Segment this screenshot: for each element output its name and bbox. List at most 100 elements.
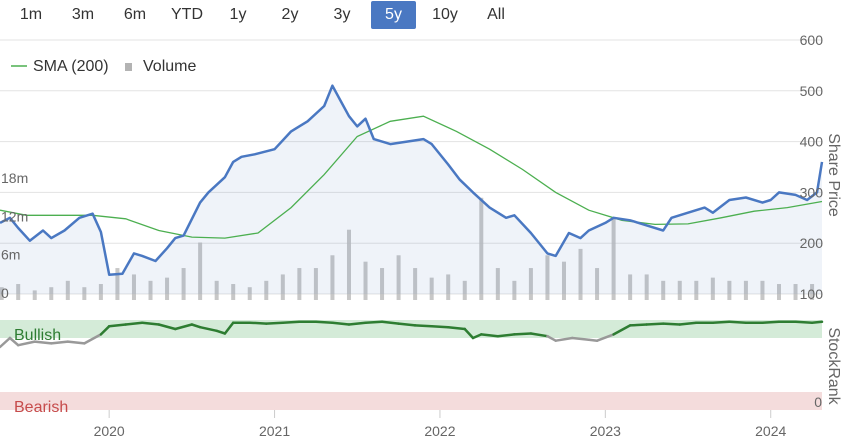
stockrank-line-segment xyxy=(529,332,549,338)
volume-axis-tick-label: 6m xyxy=(1,247,20,263)
stockrank-line-segment xyxy=(480,333,500,338)
stockrank-line-segment xyxy=(215,329,227,335)
volume-bar xyxy=(710,277,715,300)
bearish-zone-label: Bearish xyxy=(14,399,68,416)
volume-bar xyxy=(429,277,434,300)
price-area-fill xyxy=(0,85,822,294)
volume-legend-label[interactable]: Volume xyxy=(143,58,196,75)
stockrank-line-segment xyxy=(50,340,70,345)
stockrank-line-segment xyxy=(174,323,194,331)
volume-bar xyxy=(280,274,285,300)
range-button-2y[interactable]: 2y xyxy=(281,6,299,23)
stockrank-line-segment xyxy=(794,320,814,324)
volume-bar xyxy=(115,268,120,300)
stockrank-line-segment xyxy=(107,323,127,328)
stockrank-line-segment xyxy=(612,324,632,336)
range-selector: 1m 3m 6m YTD 1y 2y 3y 5y 10y All xyxy=(0,0,530,32)
volume-bar xyxy=(131,274,136,300)
stockrank-line-segment xyxy=(124,321,144,326)
volume-bar xyxy=(346,229,351,300)
stockrank-line-segment xyxy=(471,333,483,340)
stockrank-line-segment xyxy=(711,320,731,324)
volume-bar xyxy=(65,280,70,300)
x-axis-tick-label: 2020 xyxy=(94,423,125,436)
volume-bar xyxy=(628,274,633,300)
stockrank-line-segment xyxy=(331,321,351,326)
stockrank-line-segment xyxy=(554,336,574,342)
volume-bar xyxy=(810,284,815,300)
range-button-1m[interactable]: 1m xyxy=(19,6,43,23)
volume-axis-tick-label: 0 xyxy=(1,285,9,301)
volume-bar xyxy=(49,287,54,300)
volume-bar xyxy=(512,280,517,300)
volume-bar xyxy=(611,216,616,300)
volume-bar xyxy=(578,248,583,300)
stockrank-line-segment xyxy=(223,321,235,335)
volume-axis-tick-label: 12m xyxy=(1,208,28,224)
volume-bar xyxy=(148,280,153,300)
stockrank-line-segment xyxy=(761,320,781,324)
volume-legend-swatch xyxy=(125,63,132,71)
volume-bar xyxy=(214,280,219,300)
range-button-3y[interactable]: 3y xyxy=(333,6,351,23)
volume-bar xyxy=(0,287,4,300)
volume-bar xyxy=(198,242,203,300)
volume-bar xyxy=(694,280,699,300)
stockrank-line-segment xyxy=(66,340,86,345)
volume-bar xyxy=(297,268,302,300)
volume-bar xyxy=(760,280,765,300)
volume-bar xyxy=(545,255,550,300)
stockrank-line-segment xyxy=(364,320,384,324)
volume-bar xyxy=(776,284,781,300)
sma-200-line xyxy=(0,115,823,239)
sma-legend-label[interactable]: SMA (200) xyxy=(33,58,109,75)
volume-bar xyxy=(330,255,335,300)
range-button-10y[interactable]: 10y xyxy=(432,6,458,23)
range-button-3m[interactable]: 3m xyxy=(71,6,95,23)
stockrank-line-segment xyxy=(198,325,218,333)
range-button-all[interactable]: All xyxy=(487,6,505,23)
volume-bar xyxy=(644,274,649,300)
stockrank-line-segment xyxy=(265,321,285,325)
range-button-1y[interactable]: 1y xyxy=(229,6,247,23)
volume-bar xyxy=(396,255,401,300)
range-button-ytd[interactable]: YTD xyxy=(171,6,203,23)
volume-bar xyxy=(264,280,269,300)
volume-bar xyxy=(380,268,385,300)
volume-bar xyxy=(677,280,682,300)
volume-bar xyxy=(98,284,103,300)
volume-bar xyxy=(32,290,37,300)
x-axis-tick-label: 2024 xyxy=(755,423,786,436)
volume-bar xyxy=(793,284,798,300)
volume-bar xyxy=(661,280,666,300)
range-button-6m[interactable]: 6m xyxy=(123,6,147,23)
price-axis-tick-label: 200 xyxy=(800,235,824,251)
volume-bar xyxy=(743,280,748,300)
stockrank-line-segment xyxy=(190,323,202,329)
stockrank-line-segment xyxy=(513,332,533,336)
stockrank-axis-tick-label: 0 xyxy=(814,394,822,410)
stockrank-line-segment xyxy=(496,333,516,338)
range-button-5y[interactable]: 5y xyxy=(371,1,416,29)
volume-bar xyxy=(247,287,252,300)
price-axis-tick-label: 100 xyxy=(800,286,824,302)
stockrank-line-segment xyxy=(571,336,591,342)
volume-bar xyxy=(413,268,418,300)
volume-bar xyxy=(82,287,87,300)
stockrank-line-segment xyxy=(661,322,682,326)
legend: SMA (200) Volume xyxy=(11,58,196,75)
stockrank-line-segment xyxy=(0,336,12,349)
stockrank-line-segment xyxy=(595,333,615,342)
stockrank-line-segment xyxy=(728,320,748,324)
stockrank-line-segment xyxy=(678,321,698,326)
stockrank-line-segment xyxy=(99,325,111,336)
stockrank-line-segment xyxy=(397,322,417,327)
stockrank-line-segment xyxy=(645,322,665,326)
stockrank-line-segment xyxy=(380,320,400,325)
bullish-zone-label: Bullish xyxy=(14,327,61,344)
share-price-line xyxy=(0,84,824,276)
volume-bar xyxy=(462,280,467,300)
volume-bar xyxy=(181,268,186,300)
price-axis-tick-label: 400 xyxy=(800,134,824,150)
